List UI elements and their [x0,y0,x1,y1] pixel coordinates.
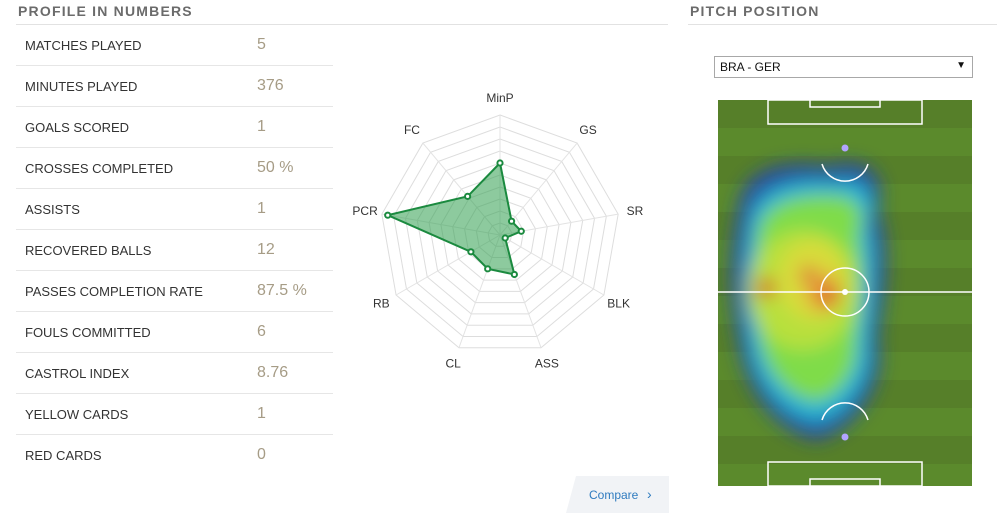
stat-row: YELLOW CARDS 1 [16,394,333,435]
radar-axis-label: PCR [352,204,378,218]
radar-point [467,248,475,256]
radar-point [496,159,504,167]
stat-value: 12 [257,241,275,258]
radar-grid-ring [404,138,596,326]
stat-row: MINUTES PLAYED 376 [16,66,333,107]
radar-axis-label: GS [579,123,596,137]
compare-button[interactable]: Compare › [566,476,669,513]
penalty-spot-bottom [841,433,849,441]
radar-grid-ring [393,126,607,337]
stat-row: GOALS SCORED 1 [16,107,333,148]
radar-point [464,192,472,200]
radar-grid-ring [428,162,572,304]
stat-label: MINUTES PLAYED [25,79,138,94]
stat-value: 5 [257,36,266,53]
stats-table: MATCHES PLAYED 5 MINUTES PLAYED 376 GOALS … [16,25,333,476]
stat-value: 1 [257,200,266,217]
stat-label: RED CARDS [25,448,102,463]
radar-grid-ring [416,150,584,315]
pitch-title-divider [688,24,997,25]
radar-series [384,159,525,279]
match-select-value: BRA - GER [720,60,781,74]
stat-row: MATCHES PLAYED 5 [16,25,333,66]
radar-spoke [499,234,605,296]
radar-axis-label: ASS [535,357,559,371]
penalty-spot-top [841,144,849,152]
stat-label: PASSES COMPLETION RATE [25,284,203,299]
stat-label: MATCHES PLAYED [25,38,142,53]
stat-value: 1 [257,405,266,422]
stat-label: GOALS SCORED [25,120,130,135]
radar-point [507,217,516,225]
radar-axis-label: SR [627,204,644,218]
compare-label: Compare [589,488,639,502]
radar-point [501,234,509,242]
radar-axis-label: FC [404,123,420,137]
stat-row: ASSISTS 1 [16,189,333,230]
stat-label: YELLOW CARDS [25,407,129,422]
radar-series-area [384,160,524,276]
stat-label: FOULS COMMITTED [25,325,151,340]
triangle-down-icon: ▼ [956,60,966,71]
profile-section-title: PROFILE IN NUMBERS [18,3,193,19]
stat-value: 376 [257,77,284,94]
stat-label: RECOVERED BALLS [25,243,152,258]
radar-point [384,211,392,219]
radar-axis-label: MinP [486,91,513,105]
pitch-section-title: PITCH POSITION [690,3,820,19]
radar-axis-label: RB [373,297,390,311]
stat-row: FOULS COMMITTED 6 [16,312,333,353]
stat-value: 6 [257,323,266,340]
chevron-right-icon: › [647,486,652,502]
stat-value: 1 [257,118,266,135]
radar-axis-labels: MinP GS SR BLK ASS CL RB PCR FC [352,91,643,371]
pitch-lines [718,100,972,486]
radar-point [484,265,492,273]
stat-value: 87.5 % [257,282,307,299]
stat-row: PASSES COMPLETION RATE 87.5 % [16,271,333,312]
radar-axis-label: CL [445,357,461,371]
profile-title-divider [16,24,668,25]
radar-chart: MinP GS SR BLK ASS CL RB PCR FC [352,91,643,371]
stat-value: 8.76 [257,364,289,381]
stat-row: RED CARDS 0 [16,435,333,476]
radar-point [517,227,525,235]
heatmap-pitch [718,100,972,486]
match-select[interactable]: BRA - GER ▼ [714,56,973,78]
stat-label: CASTROL INDEX [25,366,130,381]
stat-value: 50 % [257,159,294,176]
radar-point [510,270,518,279]
radar-grid-ring [381,114,619,349]
stat-value: 0 [257,446,266,463]
center-spot [842,289,848,295]
stat-label: CROSSES COMPLETED [25,161,174,176]
stat-row: RECOVERED BALLS 12 [16,230,333,271]
stat-label: ASSISTS [25,202,80,217]
stat-row: CASTROL INDEX 8.76 [16,353,333,394]
radar-axis-label: BLK [607,297,630,311]
heatmap-layer [731,162,886,441]
stat-row: CROSSES COMPLETED 50 % [16,148,333,189]
